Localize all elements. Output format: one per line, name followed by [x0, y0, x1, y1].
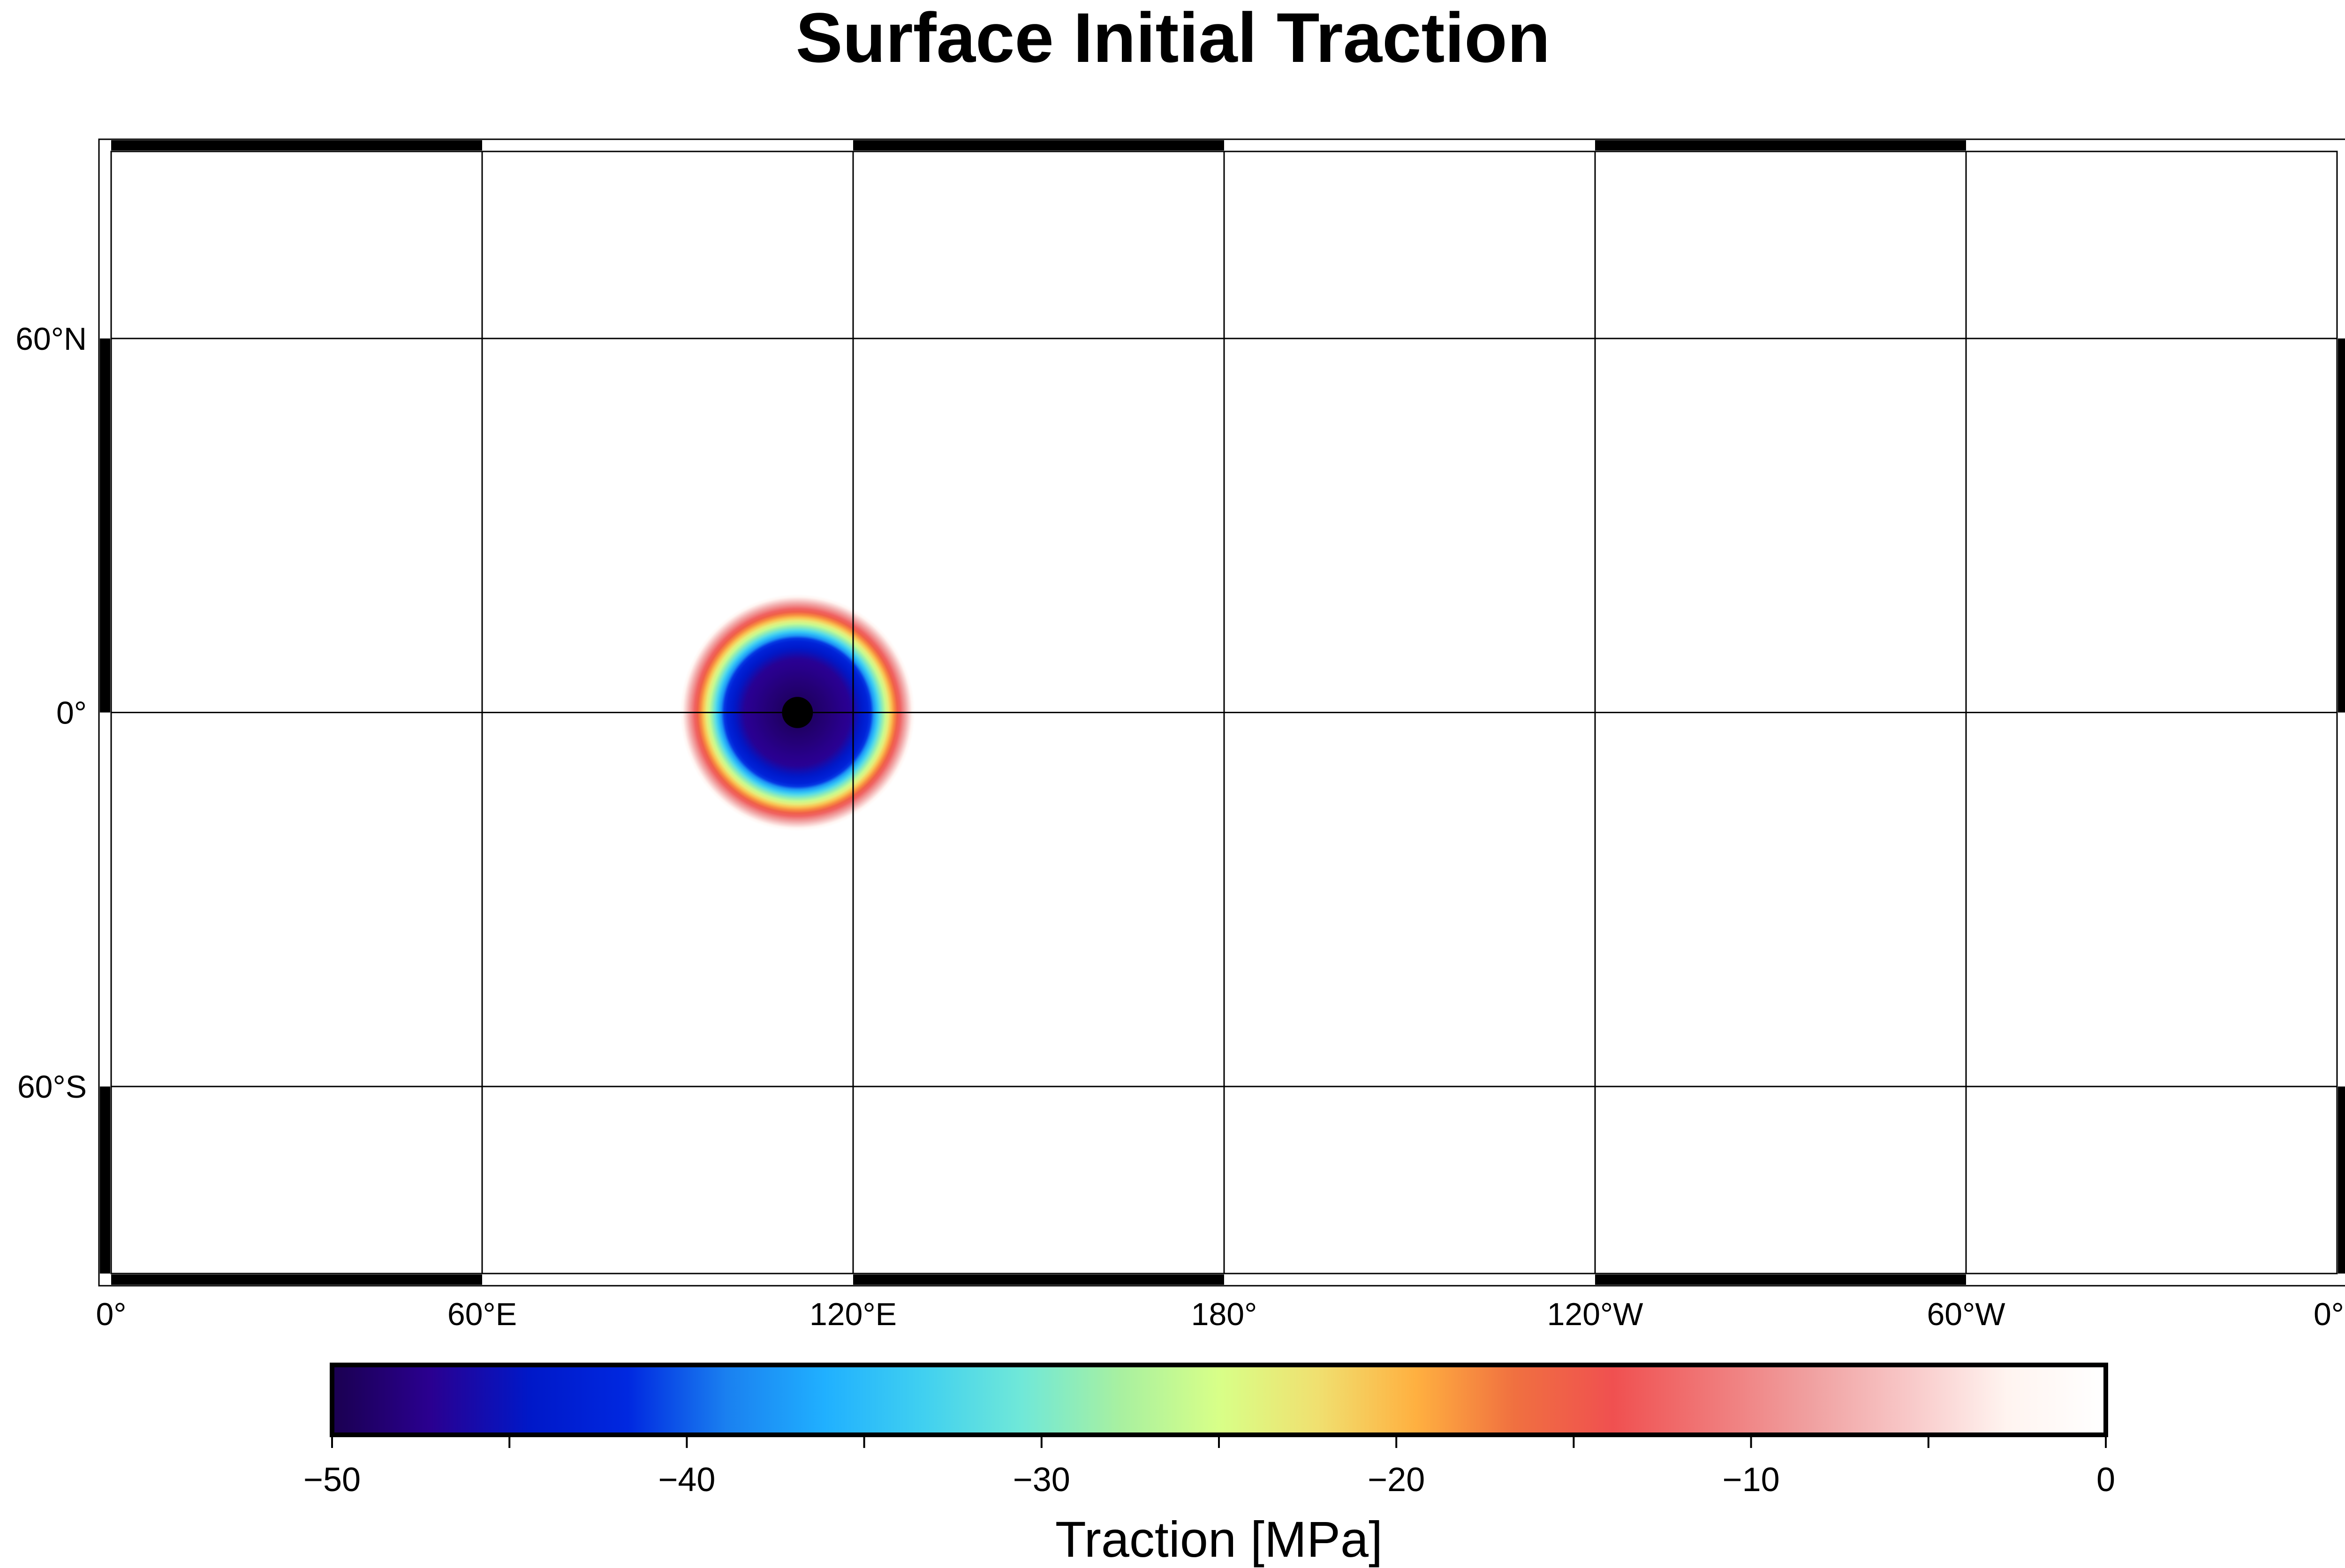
latitude-labels: 60°N 0° 60°S: [15, 321, 87, 1105]
colorbar-tick-label: −30: [1013, 1461, 1070, 1499]
border-segment-right: [2338, 1086, 2345, 1274]
map-border: [98, 138, 2345, 1287]
border-segment-top: [111, 140, 482, 151]
border-segment-top: [853, 140, 1224, 151]
longitude-tick-label: 120°W: [1547, 1297, 1643, 1332]
latitude-tick-label: 60°N: [15, 321, 87, 357]
colorbar-tick-label: −40: [658, 1461, 715, 1499]
colorbar-tick-label: −20: [1368, 1461, 1425, 1499]
colorbar-title: Traction [MPa]: [1055, 1511, 1383, 1568]
colorbar: −50 −40 −30 −20 −10 0 Traction [MPa]: [303, 1363, 2115, 1568]
border-segment-bottom: [1595, 1274, 1966, 1285]
longitude-tick-label: 60°E: [447, 1297, 517, 1332]
longitude-labels: 0° 60°E 120°E 180° 120°W 60°W 0°: [96, 1297, 2344, 1332]
border-inner: [110, 151, 2338, 1274]
border-segment-left: [100, 1086, 110, 1274]
border-segment-top: [1595, 140, 1966, 151]
longitude-tick-label: 0°: [96, 1297, 126, 1332]
border-segment-left: [100, 338, 110, 713]
longitude-tick-label: 120°E: [809, 1297, 897, 1332]
latitude-tick-label: 60°S: [17, 1069, 87, 1105]
border-segment-bottom: [853, 1274, 1224, 1285]
latitude-tick-label: 0°: [56, 695, 87, 731]
longitude-tick-label: 0°: [2314, 1297, 2344, 1332]
longitude-tick-label: 60°W: [1927, 1297, 2005, 1332]
border-segment-bottom: [111, 1274, 482, 1285]
colorbar-scale: [330, 1363, 2108, 1437]
longitude-tick-label: 180°: [1191, 1297, 1257, 1332]
border-segment-right: [2338, 338, 2345, 713]
colorbar-tick-label: −50: [303, 1461, 361, 1499]
border-outer: [98, 138, 2345, 1287]
graticule: [111, 151, 2337, 1274]
colorbar-tick-label: 0: [2096, 1461, 2115, 1499]
map-title: Surface Initial Traction: [795, 0, 1551, 77]
colorbar-tick-label: −10: [1723, 1461, 1780, 1499]
